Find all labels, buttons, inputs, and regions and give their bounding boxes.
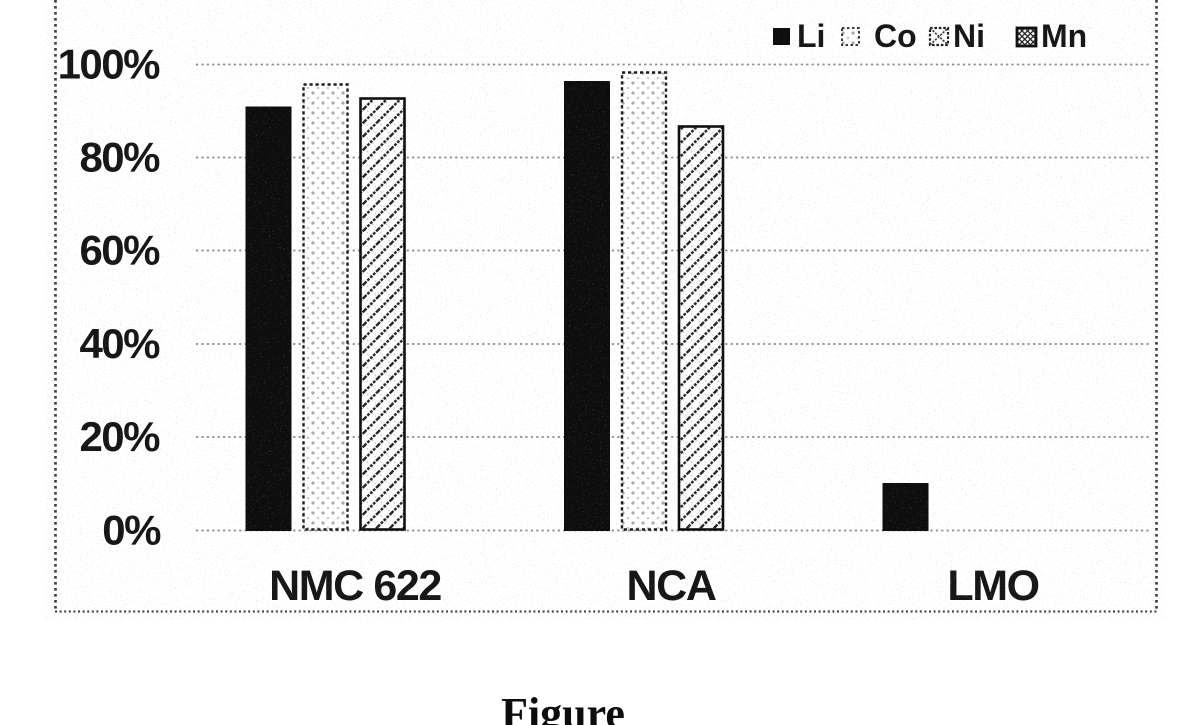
svg-text:Figure: Figure	[501, 689, 625, 725]
